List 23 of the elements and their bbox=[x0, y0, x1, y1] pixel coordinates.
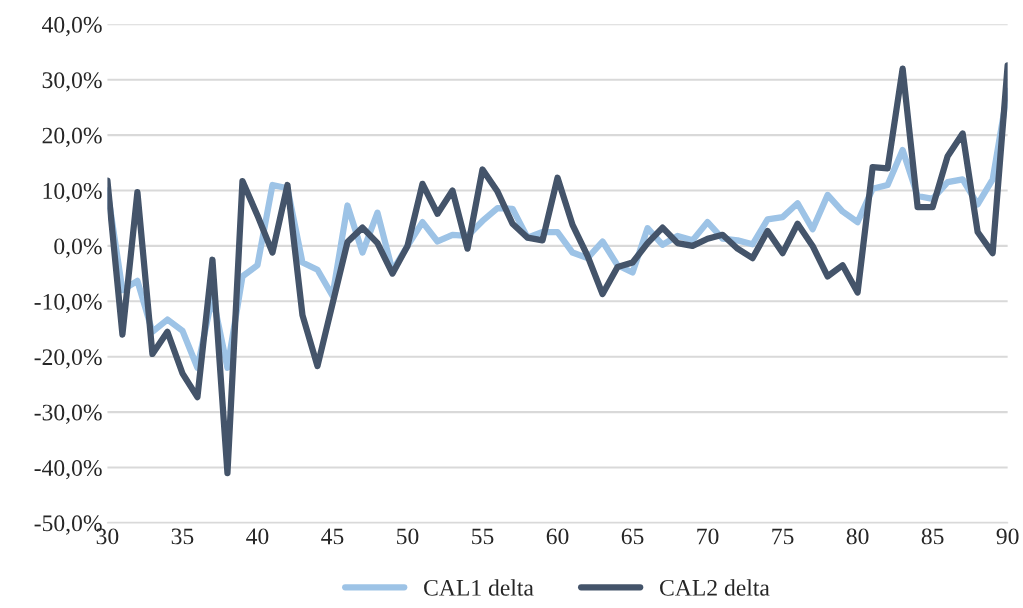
x-tick-label: 90 bbox=[996, 528, 1019, 545]
y-tick-label: -40,0% bbox=[34, 459, 102, 480]
x-tick-label: 40 bbox=[246, 528, 269, 545]
x-tick-label: 35 bbox=[171, 528, 194, 545]
x-tick-label: 55 bbox=[472, 528, 494, 545]
x-tick-label: 75 bbox=[772, 528, 794, 545]
x-tick-label: 45 bbox=[321, 528, 344, 545]
y-tick-label: 40,0% bbox=[42, 16, 102, 37]
y-tick-label: 0,0% bbox=[54, 238, 102, 258]
y-tick-label: 10,0% bbox=[43, 183, 102, 203]
x-tick-label: 70 bbox=[697, 528, 719, 545]
y-tick-label: -10,0% bbox=[34, 293, 102, 314]
y-tick-label: -30,0% bbox=[34, 404, 102, 424]
x-tick-label: 85 bbox=[921, 528, 944, 545]
y-tick-label: 20,0% bbox=[42, 127, 102, 147]
x-tick-label: 60 bbox=[546, 528, 569, 545]
legend-label: CAL1 delta bbox=[424, 579, 534, 596]
y-tick-label: 30,0% bbox=[42, 72, 102, 92]
legend-label: CAL2 delta bbox=[660, 579, 770, 596]
y-tick-label: -20,0% bbox=[34, 349, 102, 369]
x-tick-label: 50 bbox=[397, 528, 419, 545]
x-tick-label: 65 bbox=[621, 528, 644, 545]
x-tick-label: 80 bbox=[846, 528, 869, 545]
